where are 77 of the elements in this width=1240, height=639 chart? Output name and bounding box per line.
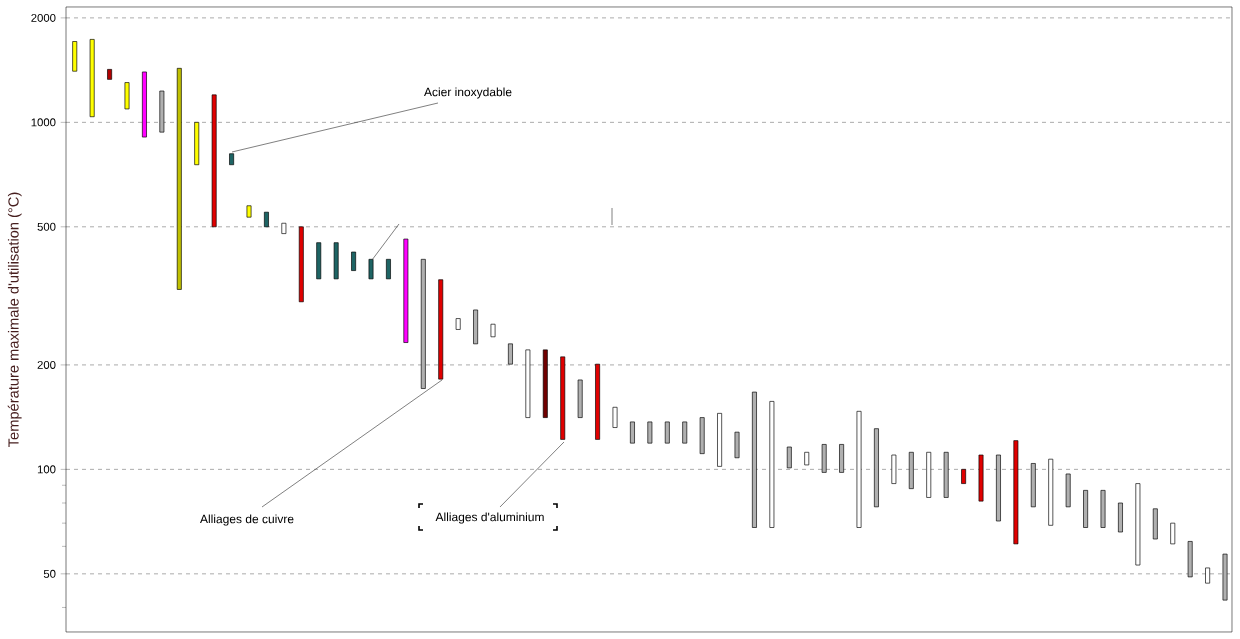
y-tick-label: 100 <box>37 465 56 474</box>
bar <box>107 69 113 80</box>
bar <box>229 153 235 166</box>
y-axis-title: Température maximale d'utilisation (°C) <box>7 192 22 447</box>
bar <box>386 258 391 280</box>
bar <box>542 349 548 418</box>
bar <box>508 343 513 365</box>
bar <box>298 226 304 303</box>
bar <box>1065 473 1071 508</box>
bar <box>612 406 618 428</box>
bar <box>264 211 269 228</box>
bar <box>978 454 984 502</box>
bar <box>874 428 879 508</box>
bar <box>473 309 479 345</box>
y-tick-label: 2000 <box>31 13 56 22</box>
bar <box>72 41 78 72</box>
bar <box>1100 490 1106 528</box>
bar <box>734 431 740 459</box>
bar <box>839 444 845 473</box>
bar <box>664 421 670 444</box>
bar <box>246 205 252 218</box>
bar <box>856 410 862 528</box>
bar <box>752 391 757 528</box>
bar <box>630 421 635 444</box>
y-tick-label: 500 <box>37 222 56 231</box>
bar <box>281 222 287 234</box>
annotation: Alliages de cuivre <box>200 514 294 526</box>
bar <box>525 349 531 418</box>
bar <box>368 258 374 280</box>
bar <box>1083 490 1089 528</box>
bar <box>333 242 339 280</box>
bar <box>1030 463 1036 508</box>
annotation: Acier inoxydable <box>424 87 512 99</box>
bar <box>142 71 147 138</box>
bar <box>176 68 182 290</box>
bar <box>403 238 409 343</box>
bar <box>420 258 426 389</box>
bar <box>577 379 583 418</box>
bar <box>769 401 775 528</box>
y-tick-label: 200 <box>37 360 56 369</box>
bar <box>595 363 601 440</box>
bar <box>786 446 792 469</box>
bar <box>1118 502 1123 533</box>
bar <box>438 279 444 380</box>
bar <box>490 323 496 338</box>
bar <box>699 417 705 454</box>
bar <box>1170 522 1176 545</box>
bar <box>821 444 827 473</box>
bar <box>351 251 357 271</box>
annotation: Alliages d'aluminium <box>435 512 544 524</box>
bar <box>926 451 932 498</box>
bar <box>682 421 688 444</box>
bar <box>194 122 200 166</box>
bar <box>159 90 165 133</box>
bar <box>316 242 322 280</box>
bar <box>1187 541 1193 578</box>
bar <box>124 82 130 110</box>
bar <box>211 94 217 228</box>
y-tick-label: 1000 <box>31 118 56 127</box>
bar <box>717 413 723 467</box>
bar <box>891 454 897 484</box>
bar <box>647 421 653 444</box>
bar <box>1222 553 1228 601</box>
bar <box>908 451 914 489</box>
bar <box>1152 508 1158 540</box>
bar <box>89 39 95 118</box>
bar <box>1205 567 1211 584</box>
y-tick-label: 50 <box>43 569 56 578</box>
bar <box>1135 483 1141 566</box>
bar <box>455 318 461 330</box>
bar <box>943 451 949 498</box>
bar <box>961 469 967 484</box>
bar <box>560 356 566 440</box>
bar <box>1013 440 1019 545</box>
bar <box>1048 458 1054 526</box>
bar <box>804 451 810 466</box>
bar <box>996 454 1001 522</box>
